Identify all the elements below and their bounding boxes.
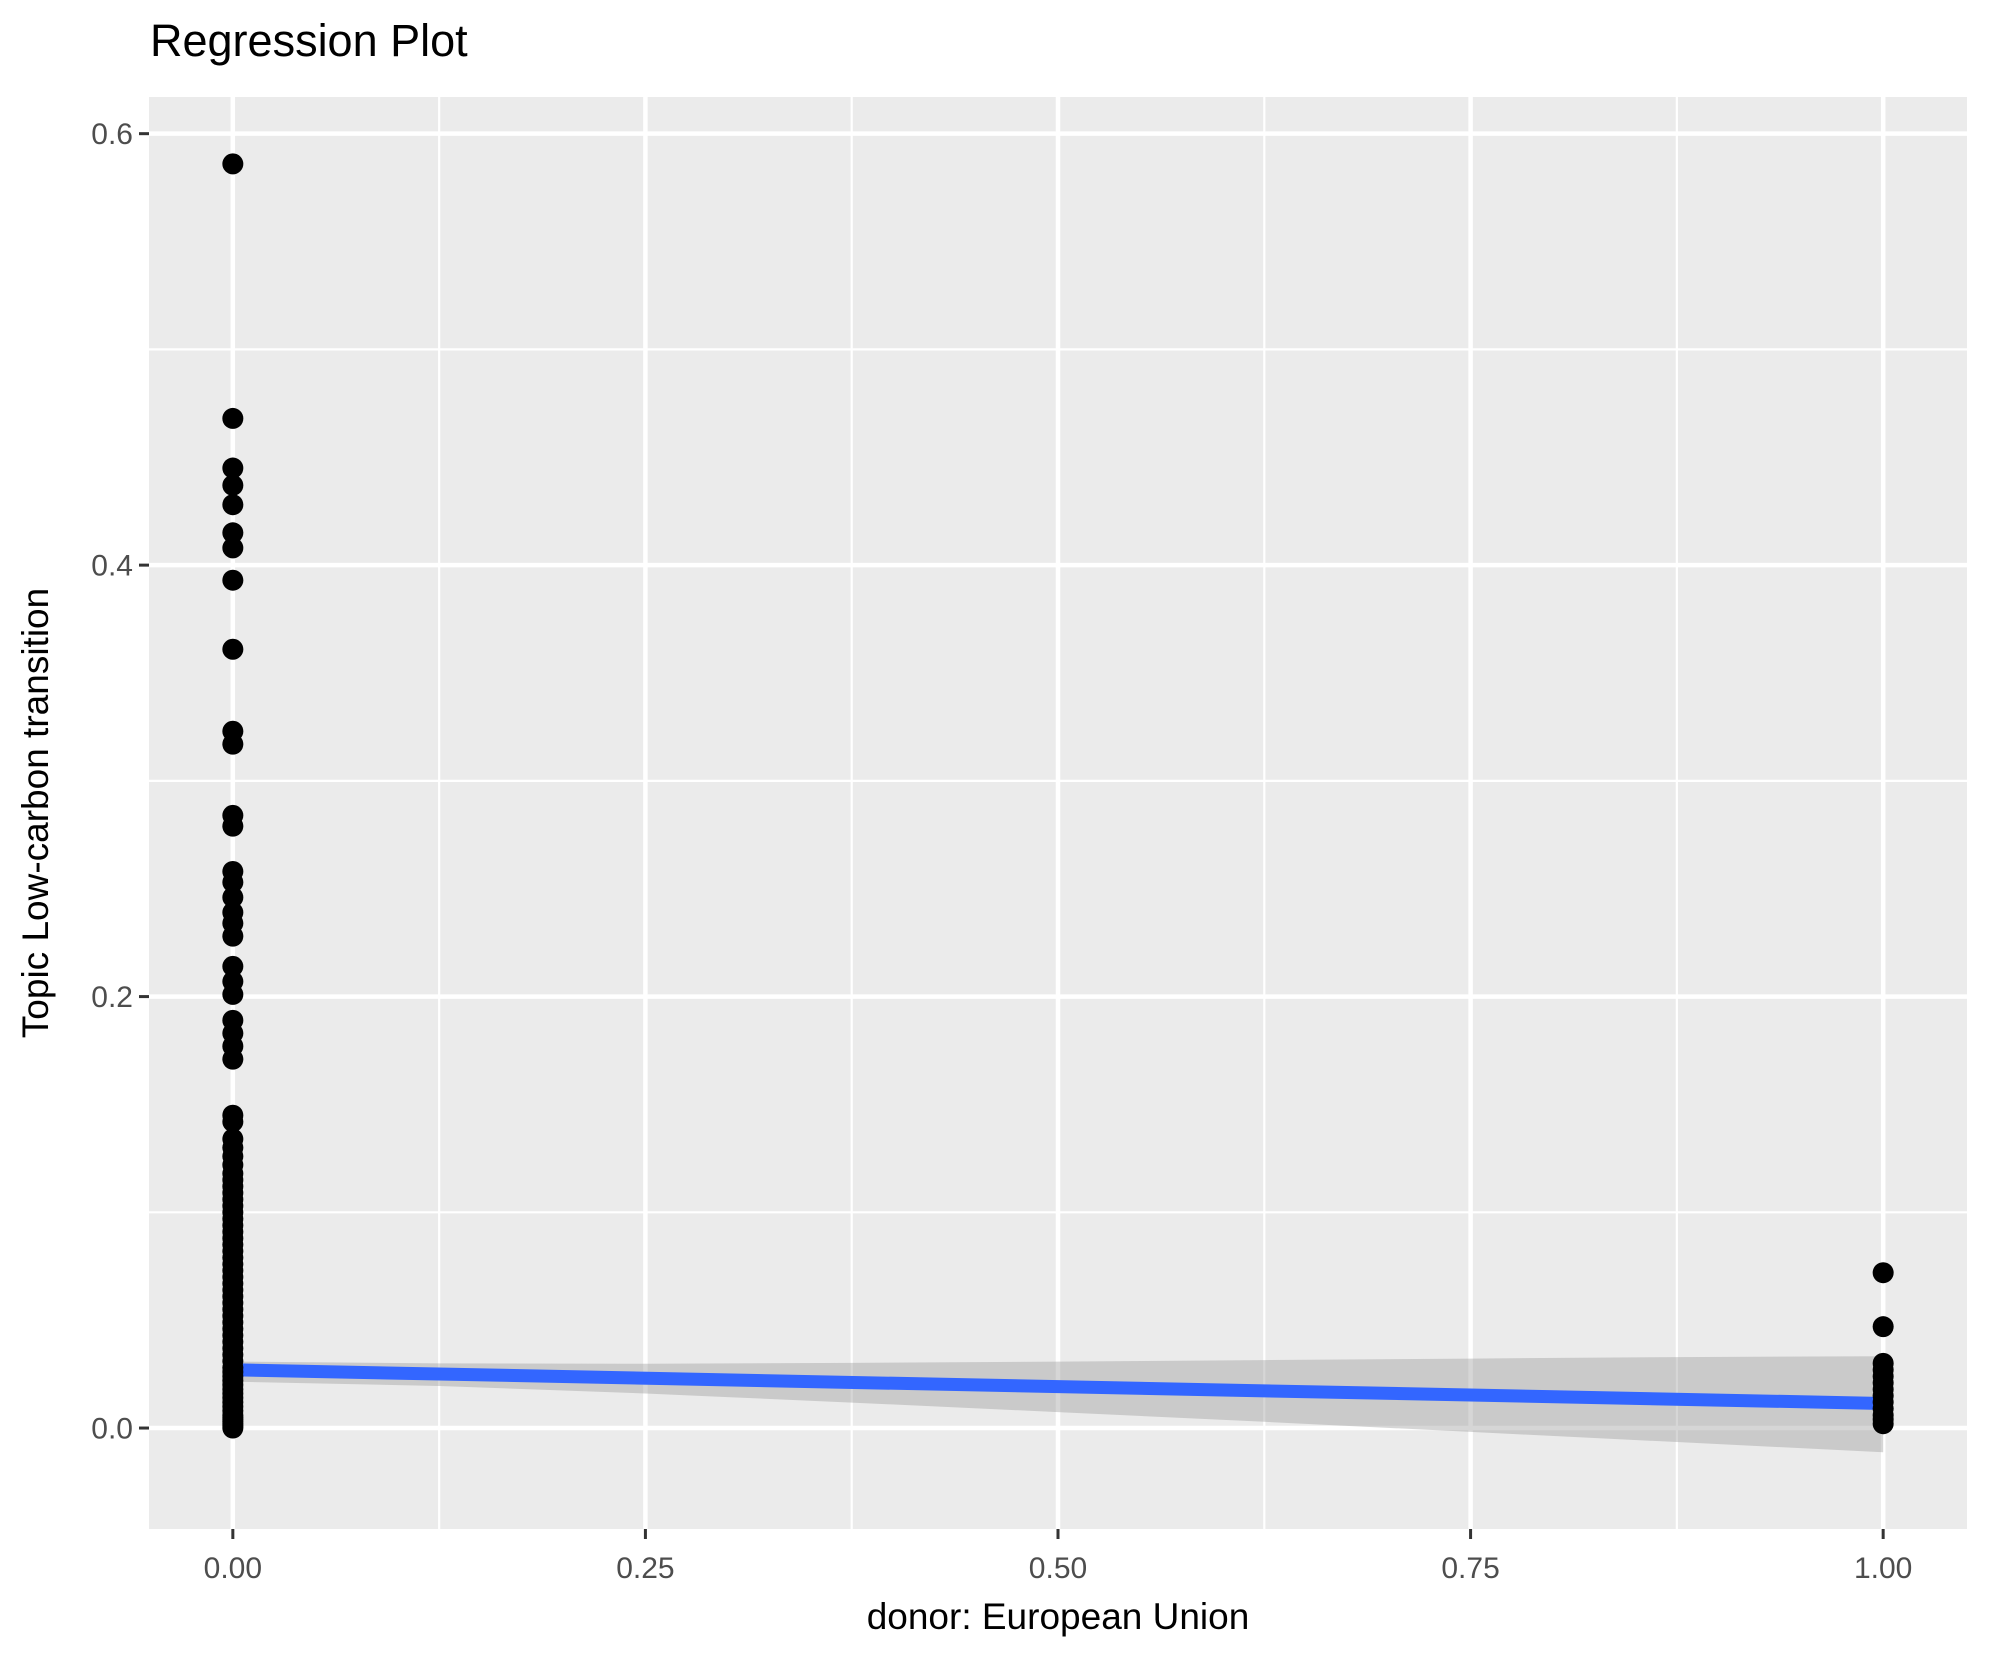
y-tick-label: 0.6	[91, 118, 133, 151]
regression-line	[232, 1363, 1884, 1410]
data-point	[1872, 1413, 1894, 1435]
data-point	[222, 537, 244, 559]
data-point	[222, 457, 244, 479]
data-point	[222, 815, 244, 837]
data-point	[222, 638, 244, 660]
x-tick-label: 1.00	[1854, 1552, 1912, 1585]
plot-title: Regression Plot	[150, 15, 468, 66]
x-axis-title: donor: European Union	[867, 1596, 1250, 1637]
y-axis-title: Topic Low-carbon transition	[15, 588, 56, 1038]
y-tick-label: 0.2	[91, 981, 133, 1014]
x-tick-label: 0.25	[616, 1552, 674, 1585]
y-tick-label: 0.4	[91, 550, 133, 583]
data-point	[222, 733, 244, 755]
data-point	[222, 1048, 244, 1070]
axis-ticks-layer: 0.00 0.25 0.50 0.75 1.00 0.0 0.2 0.4 0.6	[91, 118, 1912, 1585]
data-point	[222, 983, 244, 1005]
regression-line-layer	[232, 1363, 1884, 1410]
major-gridlines	[149, 97, 1967, 1529]
data-point	[222, 522, 244, 544]
data-point	[222, 494, 244, 516]
data-points-layer	[222, 153, 1894, 1439]
data-point	[222, 474, 244, 496]
data-point	[222, 955, 244, 977]
data-point	[222, 153, 244, 175]
data-point	[222, 569, 244, 591]
data-point	[222, 886, 244, 908]
data-point	[222, 925, 244, 947]
data-point	[222, 1111, 244, 1133]
x-tick-label: 0.50	[1029, 1552, 1087, 1585]
y-tick-label: 0.0	[91, 1413, 133, 1446]
data-point	[222, 407, 244, 429]
data-point	[222, 871, 244, 893]
data-point	[1872, 1262, 1894, 1284]
x-tick-label: 0.75	[1441, 1552, 1499, 1585]
data-point	[1872, 1316, 1894, 1338]
data-point	[222, 1417, 244, 1439]
x-tick-label: 0.00	[204, 1552, 262, 1585]
